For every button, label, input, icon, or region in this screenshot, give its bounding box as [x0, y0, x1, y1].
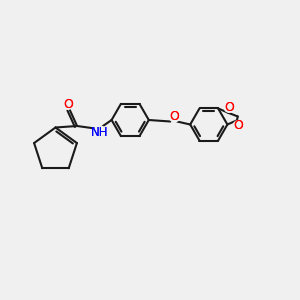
Text: O: O [224, 101, 234, 114]
Text: O: O [224, 101, 234, 114]
Text: O: O [234, 119, 243, 132]
Text: O: O [63, 98, 73, 111]
Circle shape [224, 102, 234, 112]
Text: O: O [170, 110, 179, 123]
Text: O: O [234, 119, 243, 132]
Circle shape [93, 126, 106, 139]
Text: NH: NH [91, 126, 109, 139]
Text: O: O [63, 98, 73, 111]
Circle shape [169, 112, 180, 122]
Circle shape [63, 99, 73, 109]
Circle shape [233, 121, 244, 131]
Text: NH: NH [91, 126, 109, 139]
Text: O: O [170, 110, 179, 123]
